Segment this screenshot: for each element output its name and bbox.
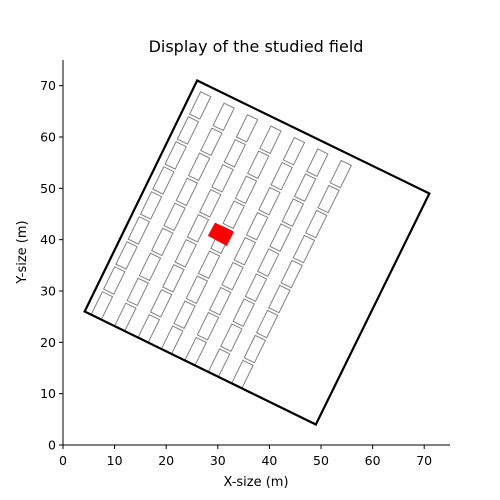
plot-cell: [246, 213, 267, 240]
plot-cell: [281, 260, 302, 287]
x-tick-label: 0: [59, 453, 67, 468]
y-tick-label: 50: [40, 181, 56, 196]
plot-cell: [234, 238, 255, 265]
plot-cell: [209, 349, 230, 376]
x-axis-label: X-size (m): [223, 475, 288, 490]
plot-cell: [176, 178, 197, 205]
plot-cell: [197, 313, 218, 340]
plot-cell: [162, 326, 183, 353]
plot-cell: [258, 249, 279, 276]
plot-cell: [259, 188, 280, 215]
plot-cell: [224, 140, 245, 167]
plot-cell: [233, 299, 254, 326]
plot-cell: [199, 251, 220, 278]
plot-cell: [244, 335, 265, 362]
x-tick-label: 70: [416, 453, 432, 468]
plot-cell: [187, 215, 208, 242]
plot-cell: [177, 117, 198, 144]
plot-cell: [163, 265, 184, 292]
plot-cell: [201, 128, 222, 155]
plot-cell: [235, 176, 256, 203]
plot-cell: [164, 203, 185, 230]
plot-cell: [185, 338, 206, 365]
x-tick-label: 20: [158, 453, 174, 468]
plot-cell: [127, 278, 148, 305]
plot-cell: [175, 240, 196, 267]
plot-cell: [210, 288, 231, 315]
x-tick-label: 40: [261, 453, 277, 468]
y-tick-label: 70: [40, 78, 56, 93]
y-axis-ticks: 0 10 20 30 40 50 60 70: [40, 78, 63, 452]
plot-cell: [186, 276, 207, 303]
y-tick-label: 30: [40, 284, 56, 299]
x-tick-label: 10: [107, 453, 123, 468]
plot-cell: [221, 324, 242, 351]
plot-cell: [248, 151, 269, 178]
plot-cell: [294, 174, 315, 201]
y-axis-label: Y-size (m): [15, 220, 30, 284]
y-tick-label: 20: [40, 335, 56, 350]
plot-cell: [212, 165, 233, 192]
x-axis-ticks: 0 10 20 30 40 50 60 70: [59, 445, 432, 468]
plot-cell: [174, 301, 195, 328]
plot-cell: [222, 263, 243, 290]
plot-cell: [236, 115, 257, 142]
plot-cell: [330, 160, 351, 187]
plot-cell: [271, 163, 292, 190]
plot-cell: [152, 228, 173, 255]
plot-cell: [307, 149, 328, 176]
plot-cell: [153, 167, 174, 194]
plot-cell: [223, 201, 244, 228]
chart-title: Display of the studied field: [149, 37, 364, 56]
plot-cell: [269, 285, 290, 312]
plot-cell: [282, 199, 303, 226]
plot-cell: [270, 224, 291, 251]
plot-cell: [257, 310, 278, 337]
plot-cell: [115, 303, 136, 330]
y-tick-label: 10: [40, 386, 56, 401]
plot-cell: [245, 274, 266, 301]
plot-area: [85, 81, 430, 425]
plot-cell: [188, 153, 209, 180]
plot-cell: [128, 217, 149, 244]
plot-cell: [306, 210, 327, 237]
plot-cell: [151, 290, 172, 317]
plot-cell: [116, 242, 137, 269]
x-tick-label: 60: [365, 453, 381, 468]
plot-cell: [213, 103, 234, 130]
plot-cell: [138, 315, 159, 342]
plot-cell: [200, 190, 221, 217]
plot-cell: [190, 92, 211, 119]
plot-cell: [318, 185, 339, 212]
plot-cell: [104, 267, 125, 294]
plot-cell: [293, 235, 314, 262]
x-tick-label: 30: [210, 453, 226, 468]
plot-cell: [165, 142, 186, 169]
plot-cell: [283, 138, 304, 165]
y-tick-label: 0: [48, 438, 56, 453]
plot-cell: [260, 126, 281, 153]
y-tick-label: 60: [40, 130, 56, 145]
plot-cell: [141, 192, 162, 219]
field-boundary: [85, 81, 430, 425]
plot-cell: [91, 292, 112, 319]
plot-cell: [232, 360, 253, 387]
x-tick-label: 50: [313, 453, 329, 468]
plot-cell: [139, 253, 160, 280]
y-tick-label: 40: [40, 232, 56, 247]
